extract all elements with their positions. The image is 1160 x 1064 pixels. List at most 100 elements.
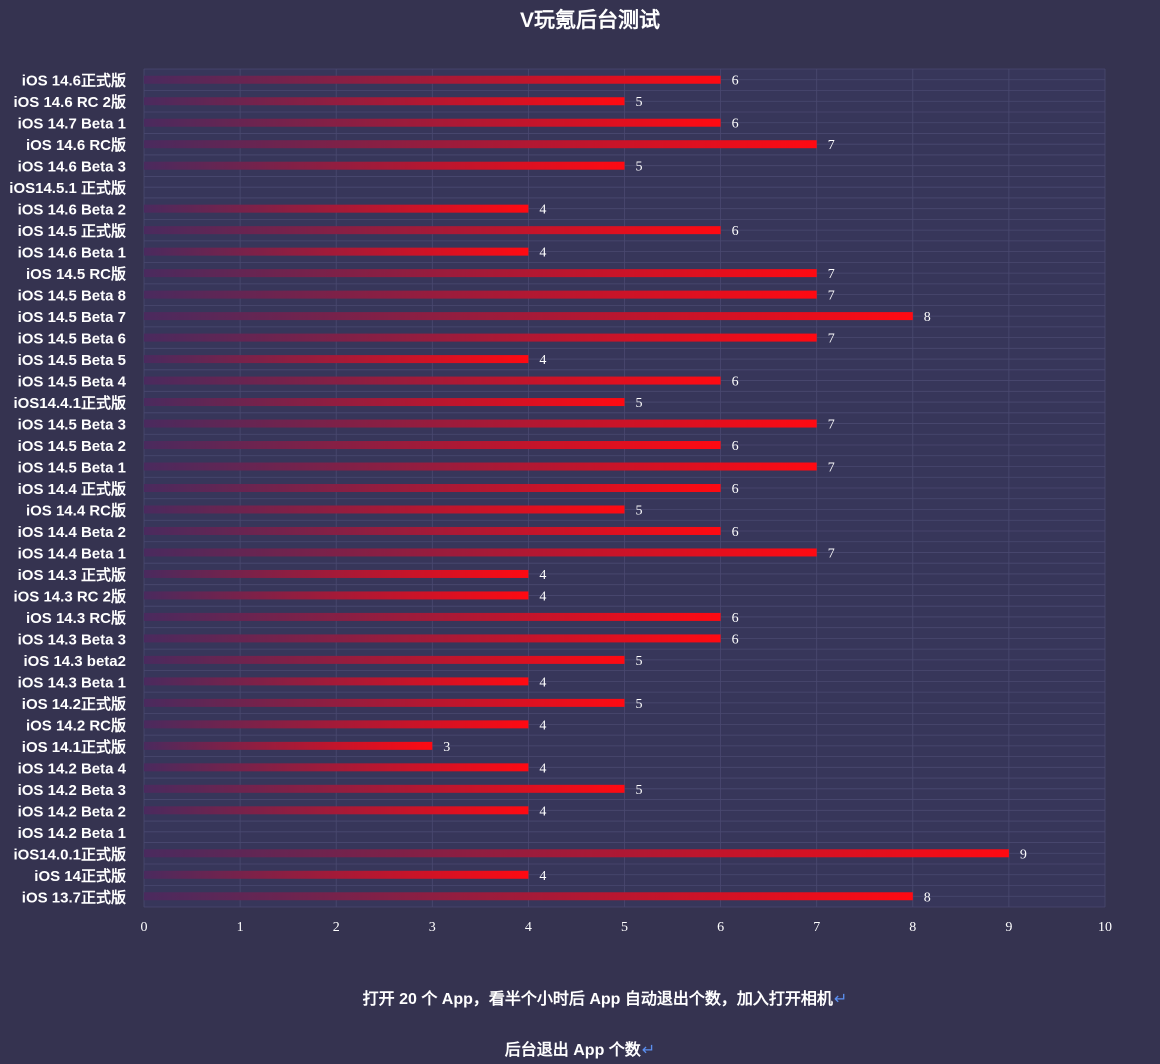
data-label: 4 bbox=[539, 589, 546, 604]
bar bbox=[144, 849, 1009, 858]
bar bbox=[144, 161, 625, 170]
bar bbox=[144, 355, 529, 364]
bar bbox=[144, 655, 625, 664]
category-label: iOS 14.6 Beta 3 bbox=[18, 159, 126, 176]
data-label: 5 bbox=[636, 783, 643, 798]
bar bbox=[144, 312, 913, 321]
bar bbox=[144, 720, 529, 729]
bar bbox=[144, 484, 721, 492]
bar bbox=[144, 698, 625, 707]
bar bbox=[144, 204, 529, 213]
category-label: iOS 14.3 Beta 3 bbox=[18, 631, 126, 648]
bar bbox=[144, 634, 721, 643]
category-label: iOS 14.2 RC版 bbox=[26, 716, 126, 734]
x-tick-label: 5 bbox=[621, 920, 628, 935]
bar bbox=[144, 462, 817, 471]
data-label: 4 bbox=[539, 203, 546, 218]
data-label: 6 bbox=[732, 439, 739, 454]
data-label: 5 bbox=[636, 697, 643, 712]
data-label: 4 bbox=[539, 568, 546, 583]
data-label: 4 bbox=[539, 353, 546, 368]
category-label: iOS14.5.1 正式版 bbox=[9, 179, 126, 197]
category-label: iOS14.4.1正式版 bbox=[13, 394, 126, 412]
x-tick-label: 9 bbox=[1005, 920, 1012, 935]
category-label: iOS 14.5 Beta 6 bbox=[18, 331, 126, 348]
data-label: 6 bbox=[732, 74, 739, 89]
bar bbox=[144, 398, 625, 407]
category-label: iOS 14.4 Beta 1 bbox=[18, 545, 126, 562]
bar bbox=[144, 741, 433, 750]
data-label: 4 bbox=[539, 804, 546, 819]
data-label: 9 bbox=[1020, 847, 1027, 862]
data-label: 7 bbox=[828, 267, 835, 282]
category-label: iOS 14.2 Beta 1 bbox=[18, 825, 126, 842]
data-label: 7 bbox=[828, 332, 835, 347]
bar bbox=[144, 247, 529, 256]
data-label: 5 bbox=[636, 654, 643, 669]
category-label: iOS 14.5 Beta 5 bbox=[18, 352, 126, 369]
category-label: iOS 14.2 Beta 4 bbox=[18, 760, 127, 777]
category-label: iOS 14.5 正式版 bbox=[18, 222, 126, 240]
category-label: iOS 14正式版 bbox=[34, 867, 126, 885]
bar bbox=[144, 677, 529, 686]
category-label: iOS 14.3 beta2 bbox=[23, 653, 126, 670]
bar bbox=[144, 118, 721, 127]
x-tick-label: 6 bbox=[717, 920, 724, 935]
bar bbox=[144, 75, 721, 84]
bar bbox=[144, 505, 625, 514]
category-label: iOS 14.7 Beta 1 bbox=[18, 116, 126, 133]
category-label: iOS14.0.1正式版 bbox=[13, 845, 126, 863]
category-label: iOS 14.1正式版 bbox=[22, 738, 126, 756]
x-tick-label: 2 bbox=[333, 920, 340, 935]
data-label: 4 bbox=[539, 718, 546, 733]
return-mark-icon: ↵ bbox=[833, 991, 848, 1008]
data-label: 7 bbox=[828, 461, 835, 476]
data-label: 6 bbox=[732, 611, 739, 626]
category-label: iOS 14.4 RC版 bbox=[26, 501, 126, 519]
data-label: 7 bbox=[828, 138, 835, 153]
data-label: 7 bbox=[828, 546, 835, 561]
bar bbox=[144, 226, 721, 235]
caption-description-text: 打开 20 个 App，看半个小时后 App 自动退出个数，加入打开相机 bbox=[362, 991, 833, 1008]
chart-title: V玩氪后台测试 bbox=[519, 9, 660, 32]
bar bbox=[144, 526, 721, 535]
data-label: 3 bbox=[443, 740, 450, 755]
bar bbox=[144, 892, 913, 901]
bar bbox=[144, 333, 817, 342]
bar bbox=[144, 290, 817, 299]
category-label: iOS 14.6 Beta 2 bbox=[18, 202, 126, 219]
category-label: iOS 14.3 RC版 bbox=[26, 609, 126, 627]
data-label: 8 bbox=[924, 890, 931, 905]
category-label: iOS 14.4 Beta 2 bbox=[18, 524, 126, 541]
data-label: 6 bbox=[732, 117, 739, 132]
category-label: iOS 14.6 Beta 1 bbox=[18, 245, 126, 262]
data-label: 4 bbox=[539, 246, 546, 261]
bar bbox=[144, 763, 529, 772]
category-label: iOS 14.2 Beta 3 bbox=[18, 782, 126, 799]
bar bbox=[144, 806, 529, 815]
bar bbox=[144, 548, 817, 557]
data-label: 5 bbox=[636, 95, 643, 110]
x-tick-label: 8 bbox=[909, 920, 916, 935]
caption-axis-title: 后台退出 App 个数↵ bbox=[0, 1036, 1160, 1060]
x-tick-label: 10 bbox=[1098, 920, 1112, 935]
category-label: iOS 14.5 Beta 3 bbox=[18, 417, 126, 434]
bar bbox=[144, 870, 529, 879]
data-label: 7 bbox=[828, 418, 835, 433]
return-mark-icon: ↵ bbox=[641, 1042, 656, 1059]
data-label: 4 bbox=[539, 675, 546, 690]
bar bbox=[144, 269, 817, 278]
bar bbox=[144, 784, 625, 793]
bar bbox=[144, 419, 817, 428]
data-label: 6 bbox=[732, 525, 739, 540]
category-label: iOS 14.5 Beta 1 bbox=[18, 460, 126, 477]
data-label: 4 bbox=[539, 761, 546, 776]
bar bbox=[144, 612, 721, 621]
x-tick-label: 7 bbox=[813, 920, 820, 935]
bar bbox=[144, 441, 721, 450]
category-label: iOS 13.7正式版 bbox=[22, 888, 126, 906]
bar bbox=[144, 140, 817, 149]
x-tick-label: 0 bbox=[141, 920, 148, 935]
x-tick-label: 1 bbox=[237, 920, 244, 935]
